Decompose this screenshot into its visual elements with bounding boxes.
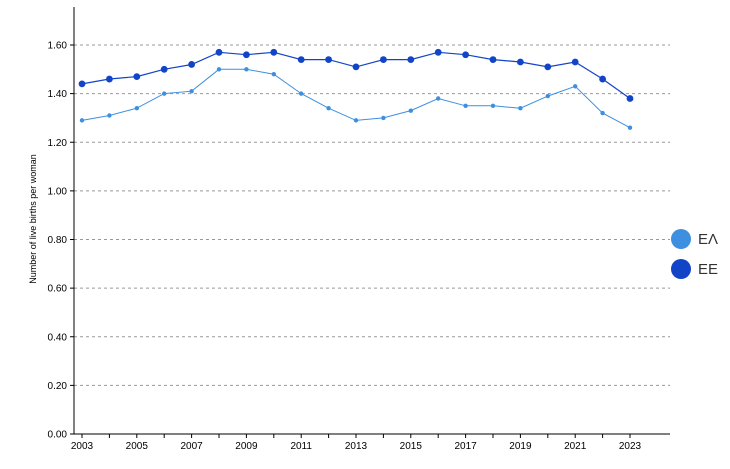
data-point-ee[interactable]: [544, 63, 552, 71]
data-point-el[interactable]: [189, 88, 194, 94]
grid-layer: [74, 44, 670, 386]
x-tick-label: 2021: [564, 441, 587, 452]
data-point-ee[interactable]: [380, 56, 387, 63]
data-point-ee[interactable]: [434, 48, 442, 56]
data-point-el[interactable]: [326, 106, 331, 111]
x-tick-label: 2005: [126, 441, 149, 452]
x-tick-label: 2011: [290, 441, 312, 452]
legend-label-ee: EE: [698, 260, 719, 278]
x-tick-label: 2007: [180, 441, 203, 452]
data-point-el[interactable]: [162, 91, 167, 96]
series-layer: [78, 48, 634, 130]
data-point-ee[interactable]: [78, 80, 86, 88]
data-point-ee[interactable]: [517, 58, 524, 66]
y-tick-label: 0.00: [48, 430, 68, 441]
data-point-el[interactable]: [381, 115, 386, 121]
y-tick-label: 1.00: [48, 186, 68, 197]
x-tick-label: 2017: [454, 441, 477, 452]
data-point-el[interactable]: [463, 103, 468, 108]
y-tick-label: 0.40: [48, 332, 68, 343]
data-point-ee[interactable]: [489, 56, 497, 63]
data-point-ee[interactable]: [352, 63, 360, 71]
data-point-ee[interactable]: [133, 73, 141, 81]
data-point-ee[interactable]: [462, 51, 469, 59]
x-tick-label: 2019: [509, 441, 532, 452]
data-point-el[interactable]: [490, 103, 496, 108]
data-point-el[interactable]: [573, 84, 578, 89]
data-point-el[interactable]: [627, 125, 633, 130]
data-point-ee[interactable]: [571, 58, 579, 66]
y-tick-label: 1.60: [48, 41, 68, 52]
data-point-ee[interactable]: [270, 48, 278, 56]
x-tick-label: 2015: [400, 441, 423, 452]
x-tick-label: 2009: [235, 441, 258, 452]
data-point-ee[interactable]: [407, 56, 415, 63]
data-point-el[interactable]: [244, 67, 249, 72]
x-tick-label: 2003: [71, 441, 94, 452]
y-tick-label: 0.20: [48, 381, 68, 392]
data-point-el[interactable]: [216, 67, 222, 72]
legend-item-ee[interactable]: EE: [671, 258, 718, 280]
data-point-ee[interactable]: [188, 61, 196, 68]
legend: ΕΛ EE: [671, 228, 718, 288]
data-point-ee[interactable]: [325, 56, 332, 63]
data-point-ee[interactable]: [106, 75, 113, 83]
legend-swatch-ee: [671, 259, 691, 279]
data-point-ee[interactable]: [243, 51, 250, 59]
legend-label-el: ΕΛ: [698, 230, 719, 248]
data-point-el[interactable]: [600, 110, 605, 116]
y-tick-label: 0.80: [48, 235, 68, 246]
data-point-el[interactable]: [545, 93, 550, 99]
x-tick-label: 2023: [619, 441, 642, 452]
data-point-el[interactable]: [134, 106, 139, 111]
y-axis-title: Number of live births per woman: [28, 154, 38, 284]
data-point-ee[interactable]: [215, 48, 223, 56]
data-point-ee[interactable]: [160, 65, 168, 73]
data-point-el[interactable]: [79, 118, 85, 123]
data-point-el[interactable]: [353, 118, 359, 123]
data-point-ee[interactable]: [626, 95, 634, 102]
data-point-el[interactable]: [408, 108, 413, 113]
x-tick-label: 2013: [345, 441, 368, 452]
y-tick-label: 1.20: [48, 138, 68, 149]
data-point-el[interactable]: [436, 96, 441, 101]
legend-swatch-el: [671, 229, 691, 249]
data-point-el[interactable]: [299, 91, 304, 96]
data-point-el[interactable]: [518, 106, 523, 111]
data-point-ee[interactable]: [297, 56, 305, 63]
axis-layer: 0.00 0.20 0.40 0.60 0.80 1.00 1.20 1.40 1.60 2003…: [48, 7, 670, 452]
y-tick-label: 1.40: [48, 89, 68, 100]
legend-item-el[interactable]: ΕΛ: [671, 228, 718, 250]
data-point-el[interactable]: [107, 113, 112, 118]
data-point-el[interactable]: [271, 71, 276, 77]
y-tick-label: 0.60: [48, 284, 68, 295]
data-point-ee[interactable]: [599, 75, 606, 83]
